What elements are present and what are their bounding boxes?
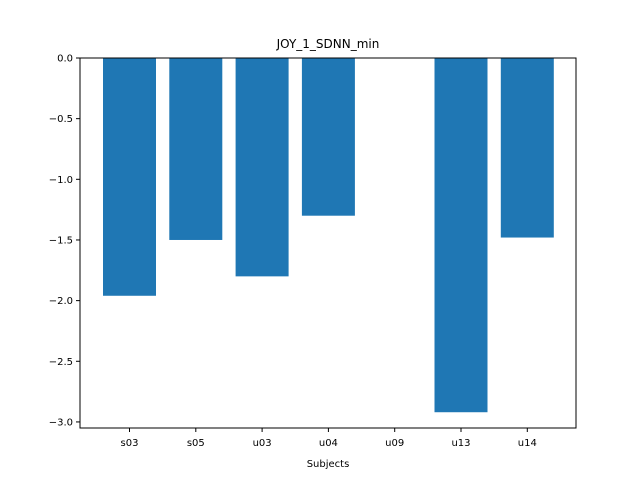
- x-tick-label: u04: [319, 438, 338, 449]
- bar-u04: [301, 58, 355, 216]
- bar-u03: [235, 58, 289, 277]
- x-tick-label: u13: [451, 438, 470, 449]
- y-tick-label: −2.5: [49, 357, 73, 368]
- x-tick-label: s03: [121, 438, 139, 449]
- bars-group: [103, 58, 554, 413]
- y-tick-label: −2.0: [49, 296, 73, 307]
- bar-s05: [169, 58, 223, 240]
- bar-u14: [500, 58, 554, 238]
- x-tick-label: u09: [385, 438, 404, 449]
- y-tick-label: −1.5: [49, 235, 73, 246]
- bar-u13: [434, 58, 488, 413]
- chart-title: JOY_1_SDNN_min: [276, 37, 380, 51]
- bar-s03: [103, 58, 156, 296]
- y-tick-label: −0.5: [49, 114, 73, 125]
- y-tick-label: 0.0: [57, 54, 73, 65]
- y-tick-label: −1.0: [49, 175, 73, 186]
- x-axis: s03 s05 u03 u04 u09 u13 u14: [121, 428, 537, 449]
- x-tick-label: s05: [187, 438, 205, 449]
- y-tick-label: −3.0: [49, 417, 73, 428]
- x-axis-title: Subjects: [307, 459, 350, 470]
- y-axis: 0.0 −0.5 −1.0 −1.5 −2.0 −2.5 −3.0: [49, 54, 80, 428]
- x-tick-label: u03: [253, 438, 272, 449]
- plot-frame: [79, 57, 577, 429]
- x-tick-label: u14: [518, 438, 537, 449]
